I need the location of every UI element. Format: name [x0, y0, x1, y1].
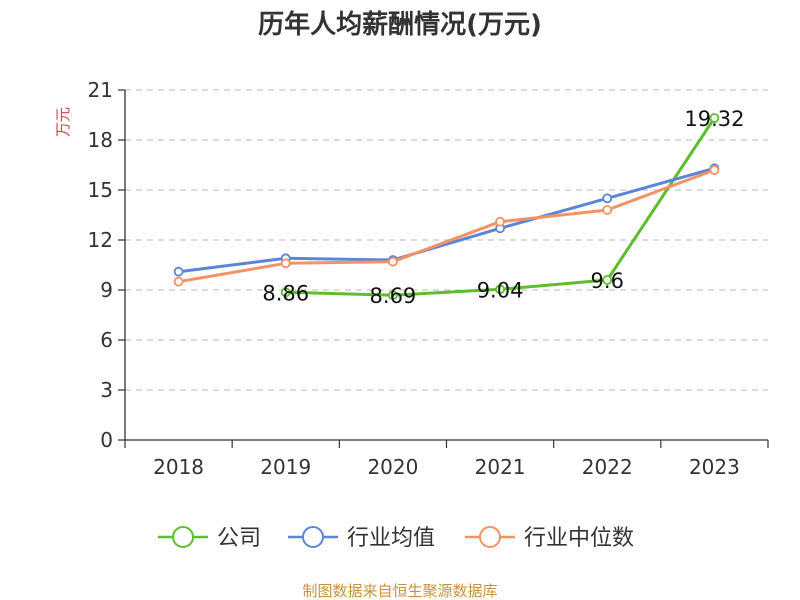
series-1-point-2018 — [173, 266, 184, 277]
x-tick-label-2020: 2020 — [367, 455, 418, 479]
series-0-point-2019 — [280, 287, 291, 298]
y-tick-label-3: 3 — [100, 378, 113, 402]
data-label-2020: 8.69 — [370, 284, 417, 308]
y-tick-label-18: 18 — [88, 128, 113, 152]
legend: 公司 行业均值 行业中位数 — [158, 526, 634, 551]
data-label-2021: 9.04 — [477, 278, 524, 302]
series-group — [173, 113, 720, 301]
y-tick-label-21: 21 — [88, 78, 113, 102]
grid-lines — [125, 89, 768, 391]
legend-marker-1 — [302, 526, 324, 548]
y-tick-label-6: 6 — [100, 328, 113, 352]
legend-label-1: 行业均值 — [347, 526, 435, 551]
series-2-point-2020 — [388, 256, 398, 267]
series-0-point-2020 — [388, 290, 398, 301]
y-tick-label-12: 12 — [88, 228, 113, 252]
x-tick-label-2018: 2018 — [153, 455, 204, 479]
legend-marker-2 — [479, 526, 501, 548]
x-tick-label-2021: 2021 — [475, 455, 526, 479]
series-0-point-2021 — [495, 284, 505, 295]
data-label-2019: 8.86 — [262, 281, 309, 305]
source-note: 制图数据来自恒生聚源数据库 — [302, 582, 497, 600]
x-tick-label-2023: 2023 — [689, 455, 740, 479]
data-label-2022: 9.6 — [591, 269, 624, 293]
series-2-point-2021 — [495, 216, 505, 227]
series-2-point-2018 — [173, 276, 184, 287]
axes: 0 3 6 9 12 15 18 21 2018 2019 2020 2021 2022 2023 — [88, 78, 769, 479]
series-2-point-2022 — [602, 205, 613, 215]
data-labels: 8.86 8.69 9.04 9.6 19.32 — [262, 107, 744, 308]
legend-label-2: 行业中位数 — [524, 526, 634, 551]
data-label-2023: 19.32 — [684, 107, 744, 131]
legend-label-0: 公司 — [217, 526, 261, 551]
y-tick-label-9: 9 — [100, 278, 113, 302]
series-2-point-2023 — [709, 165, 720, 175]
series-0-point-2022 — [602, 275, 613, 285]
chart-title: 历年人均薪酬情况(万元) — [258, 9, 542, 40]
series-line-1 — [178, 166, 715, 274]
series-2-point-2019 — [280, 258, 291, 269]
series-line-0 — [285, 117, 716, 297]
series-0-point-2023 — [709, 113, 720, 123]
x-tick-label-2022: 2022 — [582, 455, 633, 479]
series-1-point-2022 — [602, 193, 613, 204]
y-axis-unit: 万元 — [54, 107, 72, 137]
series-line-2 — [178, 168, 715, 284]
y-tick-label-15: 15 — [88, 178, 113, 202]
y-tick-label-0: 0 — [100, 428, 113, 452]
x-tick-label-2019: 2019 — [260, 455, 311, 479]
legend-marker-0 — [172, 526, 194, 548]
